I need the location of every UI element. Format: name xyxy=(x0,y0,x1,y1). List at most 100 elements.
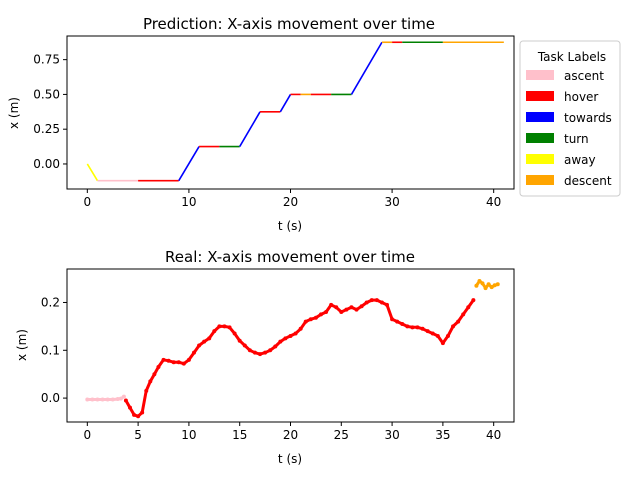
real-point-ascent xyxy=(115,397,120,402)
real-point-hover xyxy=(339,310,344,315)
real-point-ascent xyxy=(90,397,95,402)
real-x-ticks: 0 5 10 15 20 25 30 35 40 xyxy=(83,422,501,442)
real-point-hover xyxy=(344,307,349,312)
real-point-hover xyxy=(191,350,196,355)
real-point-hover xyxy=(425,329,430,334)
real-point-hover xyxy=(140,410,145,415)
real-plot-area xyxy=(85,278,500,419)
real-xtick-label: 15 xyxy=(232,428,247,442)
real-ytick-label: 0.1 xyxy=(41,343,60,357)
real-point-hover xyxy=(420,326,425,331)
real-point-hover xyxy=(461,312,466,317)
real-point-hover xyxy=(303,319,308,324)
real-point-descent xyxy=(480,281,485,286)
legend-label-towards: towards xyxy=(564,111,612,125)
real-point-hover xyxy=(186,357,191,362)
legend-title: Task Labels xyxy=(537,50,606,64)
real-point-hover xyxy=(232,331,237,336)
real-point-ascent xyxy=(118,396,123,401)
real-point-ascent xyxy=(95,397,100,402)
real-point-hover xyxy=(222,324,227,329)
prediction-xtick-label: 10 xyxy=(181,195,196,209)
prediction-subplot: Prediction: X-axis movement over time 0 1… xyxy=(7,15,515,233)
prediction-x-ticks: 0 10 20 30 40 xyxy=(83,189,501,209)
real-point-hover xyxy=(273,344,278,349)
real-point-hover xyxy=(430,331,435,336)
real-point-descent xyxy=(492,283,497,288)
real-point-descent xyxy=(495,282,500,287)
prediction-ytick-label: 0.75 xyxy=(33,53,60,67)
prediction-ylabel: x (m) xyxy=(7,97,21,129)
real-ytick-label: 0.0 xyxy=(41,391,60,405)
prediction-plot-area xyxy=(86,41,504,182)
real-point-descent xyxy=(489,285,494,290)
real-point-hover xyxy=(197,343,202,348)
real-point-hover xyxy=(456,319,461,324)
real-point-hover xyxy=(369,298,374,303)
real-point-hover xyxy=(410,325,415,330)
real-point-hover xyxy=(471,298,476,303)
real-point-hover xyxy=(364,300,369,305)
real-point-hover xyxy=(268,348,273,353)
real-point-hover xyxy=(156,365,161,370)
real-point-hover xyxy=(202,339,207,344)
real-point-ascent xyxy=(105,397,110,402)
real-point-hover xyxy=(329,302,334,307)
real-point-hover xyxy=(385,302,390,307)
prediction-title: Prediction: X-axis movement over time xyxy=(143,15,435,33)
prediction-y-ticks: 0.00 0.25 0.50 0.75 xyxy=(33,53,67,171)
real-point-ascent xyxy=(100,397,105,402)
real-y-ticks: 0.0 0.1 0.2 xyxy=(41,295,67,405)
real-point-hover xyxy=(207,336,212,341)
real-xtick-label: 35 xyxy=(435,428,450,442)
prediction-ytick-label: 0.50 xyxy=(33,87,60,101)
real-point-hover xyxy=(166,358,171,363)
real-point-hover xyxy=(435,333,440,338)
real-point-hover xyxy=(152,372,157,377)
real-point-hover xyxy=(136,414,141,419)
real-point-ascent xyxy=(85,397,90,402)
real-xtick-label: 30 xyxy=(384,428,399,442)
legend: Task Labels ascent hover towards turn away de… xyxy=(519,40,621,197)
legend-items: ascent hover towards turn away descent xyxy=(526,69,612,188)
real-xtick-label: 0 xyxy=(83,428,91,442)
legend-swatch-hover xyxy=(526,91,554,101)
real-ylabel: x (m) xyxy=(15,329,29,361)
real-point-hover xyxy=(440,341,445,346)
real-point-hover xyxy=(395,319,400,324)
real-point-hover xyxy=(379,300,384,305)
real-point-descent xyxy=(477,278,482,283)
prediction-segment-away xyxy=(86,163,99,182)
prediction-segment-towards xyxy=(178,146,200,182)
legend-label-hover: hover xyxy=(564,90,598,104)
real-point-hover xyxy=(247,348,252,353)
real-point-hover xyxy=(237,338,242,343)
real-point-hover xyxy=(298,326,303,331)
real-point-hover xyxy=(324,310,329,315)
real-point-hover xyxy=(132,412,137,417)
real-point-hover xyxy=(123,398,128,403)
real-xtick-label: 5 xyxy=(134,428,142,442)
prediction-axes-frame xyxy=(66,35,515,190)
real-point-hover xyxy=(171,360,176,365)
real-point-hover xyxy=(354,307,359,312)
legend-swatch-turn xyxy=(526,133,554,143)
prediction-xtick-label: 0 xyxy=(83,195,91,209)
prediction-xtick-label: 40 xyxy=(486,195,501,209)
real-point-hover xyxy=(227,325,232,330)
prediction-xtick-label: 20 xyxy=(283,195,298,209)
real-subplot: Real: X-axis movement over time 0 5 10 15 20… xyxy=(15,248,515,466)
real-point-hover xyxy=(283,336,288,341)
real-xtick-label: 40 xyxy=(486,428,501,442)
real-point-hover xyxy=(161,357,166,362)
real-point-hover xyxy=(308,317,313,322)
real-xtick-label: 25 xyxy=(334,428,349,442)
legend-swatch-towards xyxy=(526,112,554,122)
legend-swatch-away xyxy=(526,154,554,164)
real-point-hover xyxy=(288,333,293,338)
real-point-hover xyxy=(451,324,456,329)
real-point-hover xyxy=(359,304,364,309)
legend-swatch-ascent xyxy=(526,70,554,80)
real-axes-frame xyxy=(66,268,515,423)
